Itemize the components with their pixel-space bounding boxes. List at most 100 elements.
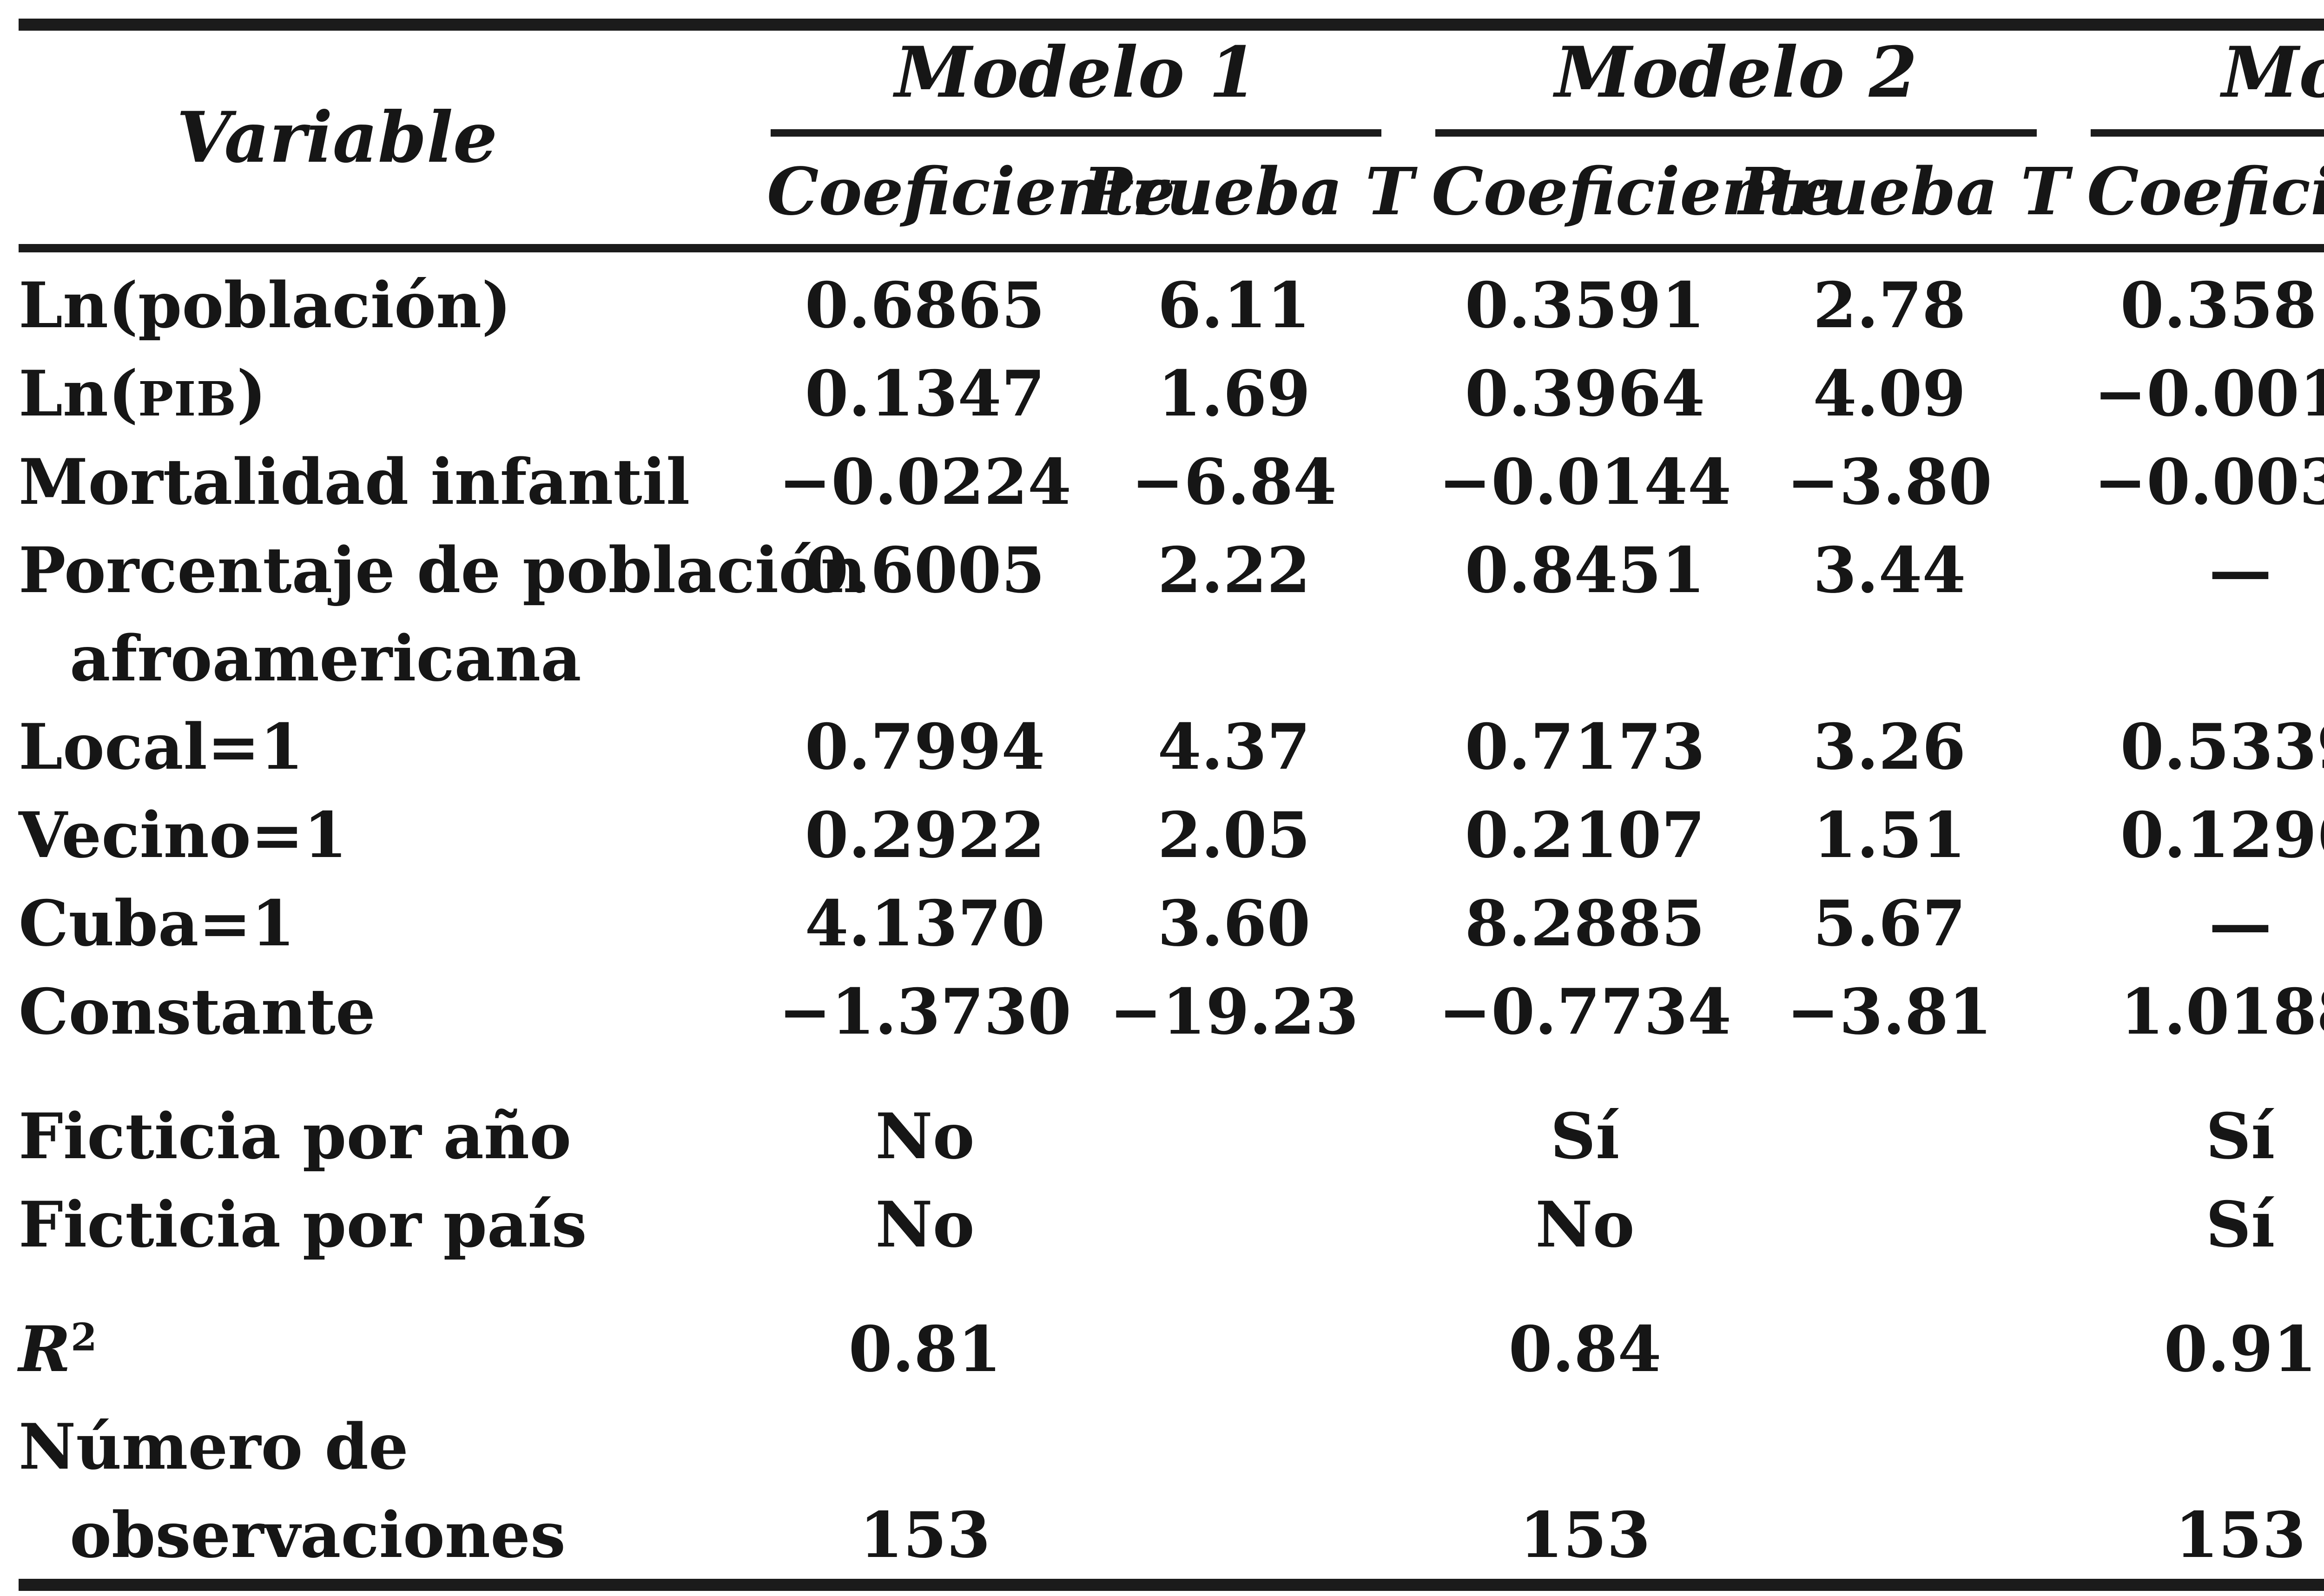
cell-value: No — [875, 1099, 975, 1173]
row-label-text: Mortalidad infantil — [19, 444, 690, 519]
cell-value: 0.2107 — [1465, 798, 1705, 872]
row-label-text: observaciones — [70, 1497, 566, 1572]
table-row: Mortalidad infantil −0.0224 −6.84 −0.0144 −3… — [19, 437, 2324, 526]
cell-value: 0.81 — [848, 1312, 1002, 1386]
cell-value: 0.1347 — [805, 356, 1045, 430]
row-label-text: Constante — [19, 974, 376, 1049]
row-label-smallcaps: PIB — [138, 371, 237, 427]
cell-value: −3.81 — [1787, 974, 1992, 1049]
cell-value: −19.23 — [1109, 974, 1359, 1049]
table-header: Variable Modelo 1 Modelo 2 Modelo 3 Coef… — [19, 31, 2324, 244]
row-label: Constante — [19, 975, 767, 1049]
cell-value: 153 — [2175, 1497, 2306, 1572]
cell-value: 1.51 — [1813, 798, 1966, 872]
table-row: Número de — [19, 1402, 2324, 1490]
cell-value: 4.37 — [1157, 709, 1311, 784]
row-label-text: Local=1 — [19, 709, 304, 784]
header-modelo-2: Modelo 2 — [1554, 32, 1918, 113]
subheader-prueba-t-m1: Prueba T — [1083, 154, 1414, 230]
cell-value: 0.7173 — [1465, 709, 1705, 784]
cell-value: — — [2209, 533, 2272, 607]
cell-value: 0.1296 — [2120, 798, 2324, 872]
table-row: R2 0.81 0.84 0.91 — [19, 1305, 2324, 1393]
cell-value: 2.05 — [1157, 798, 1311, 872]
cell-value: 4.09 — [1813, 356, 1966, 430]
table-body: Ln(población) 0.6865 6.11 0.3591 2.78 0.3581 0… — [19, 252, 2324, 1579]
spanner-rule-modelo-1 — [771, 129, 1381, 137]
row-label: Ficticia por país — [19, 1187, 767, 1261]
cell-value: −1.3730 — [779, 974, 1071, 1049]
cell-value: 0.91 — [2164, 1312, 2317, 1386]
cell-value: 2.78 — [1813, 268, 1966, 342]
cell-value: Sí — [2205, 1187, 2275, 1261]
row-label-text: afroamericana — [70, 621, 581, 695]
table-row: Constante −1.3730 −19.23 −0.7734 −3.81 1.0188… — [19, 967, 2324, 1055]
cell-value: −3.80 — [1787, 444, 1992, 519]
row-label-text: Porcentaje de población — [19, 533, 866, 607]
subheader-coeficiente-m1: Coeficiente — [767, 154, 1175, 230]
row-label-superscript: 2 — [71, 1315, 97, 1359]
cell-value: 0.8451 — [1465, 533, 1705, 607]
spanner-rule-modelo-2 — [1435, 129, 2037, 137]
row-label: Mortalidad infantil — [19, 445, 767, 519]
cell-value: 153 — [1519, 1497, 1651, 1572]
cell-value: −0.0039 — [2094, 444, 2324, 519]
cell-value: 0.5339 — [2120, 709, 2324, 784]
row-label: afroamericana — [19, 621, 767, 695]
table-row: Ln(población)0.68656.110.35912.780.35810… — [19, 261, 2324, 349]
header-modelo-1: Modelo 1 — [894, 32, 1258, 113]
row-label-text: Ficticia por país — [19, 1187, 587, 1261]
cell-value: 0.6005 — [805, 533, 1045, 607]
cell-value: 153 — [859, 1497, 990, 1572]
row-label-text: Ln(población) — [19, 268, 512, 342]
cell-value: 1.69 — [1157, 356, 1311, 430]
cell-value: 8.2885 — [1465, 886, 1705, 960]
header-variable: Variable — [176, 96, 498, 178]
row-label: Ln(PIB) — [19, 356, 767, 430]
cell-value: No — [1535, 1187, 1635, 1261]
table-row: Porcentaje de población 0.6005 2.22 0.8451 3… — [19, 526, 2324, 614]
row-label-text: Vecino=1 — [19, 798, 347, 872]
row-label: Número de — [19, 1410, 767, 1484]
cell-value: 1.0188 — [2120, 974, 2324, 1049]
table-bottom-rule — [19, 1579, 2324, 1591]
spanner-rule-modelo-3 — [2091, 129, 2324, 137]
subheader-prueba-t-m2: Prueba T — [1738, 154, 2069, 230]
table-top-rule — [19, 19, 2324, 31]
row-label: Cuba=1 — [19, 886, 767, 960]
cell-value: 0.2922 — [805, 798, 1045, 872]
subheader-coeficiente-m2: Coeficiente — [1432, 154, 1840, 230]
cell-value: — — [2209, 886, 2272, 960]
table-row: Ficticia por año No Sí Sí — [19, 1092, 2324, 1180]
cell-value: 3.26 — [1813, 709, 1966, 784]
row-label-text: R — [19, 1312, 71, 1386]
cell-value: 4.1370 — [805, 886, 1045, 960]
row-label-suffix: ) — [237, 356, 266, 430]
cell-value: 3.44 — [1813, 533, 1966, 607]
row-label: Porcentaje de población — [19, 533, 866, 607]
row-label: Ficticia por año — [19, 1099, 767, 1173]
cell-value: 6.11 — [1157, 268, 1311, 342]
cell-value: −6.84 — [1131, 444, 1337, 519]
cell-value: −0.0144 — [1439, 444, 1731, 519]
row-label-text: Ln( — [19, 356, 138, 430]
cell-value: 0.84 — [1508, 1312, 1662, 1386]
cell-value: 0.7994 — [805, 709, 1045, 784]
row-label: Vecino=1 — [19, 798, 767, 872]
table-row: Ficticia por país No No Sí — [19, 1180, 2324, 1268]
subheader-coeficiente-m3: Coeficiente — [2087, 154, 2324, 230]
cell-value: 5.67 — [1813, 886, 1966, 960]
cell-value: 0.3964 — [1465, 356, 1705, 430]
header-bottom-rule — [19, 244, 2324, 252]
row-label-text: Cuba=1 — [19, 886, 295, 960]
cell-value: 2.22 — [1157, 533, 1311, 607]
cell-value: 0.6865 — [805, 268, 1045, 342]
row-label-text: Número de — [19, 1409, 409, 1484]
table-row: observaciones 153 153 153 — [19, 1490, 2324, 1579]
cell-value: 0.3591 — [1465, 268, 1705, 342]
